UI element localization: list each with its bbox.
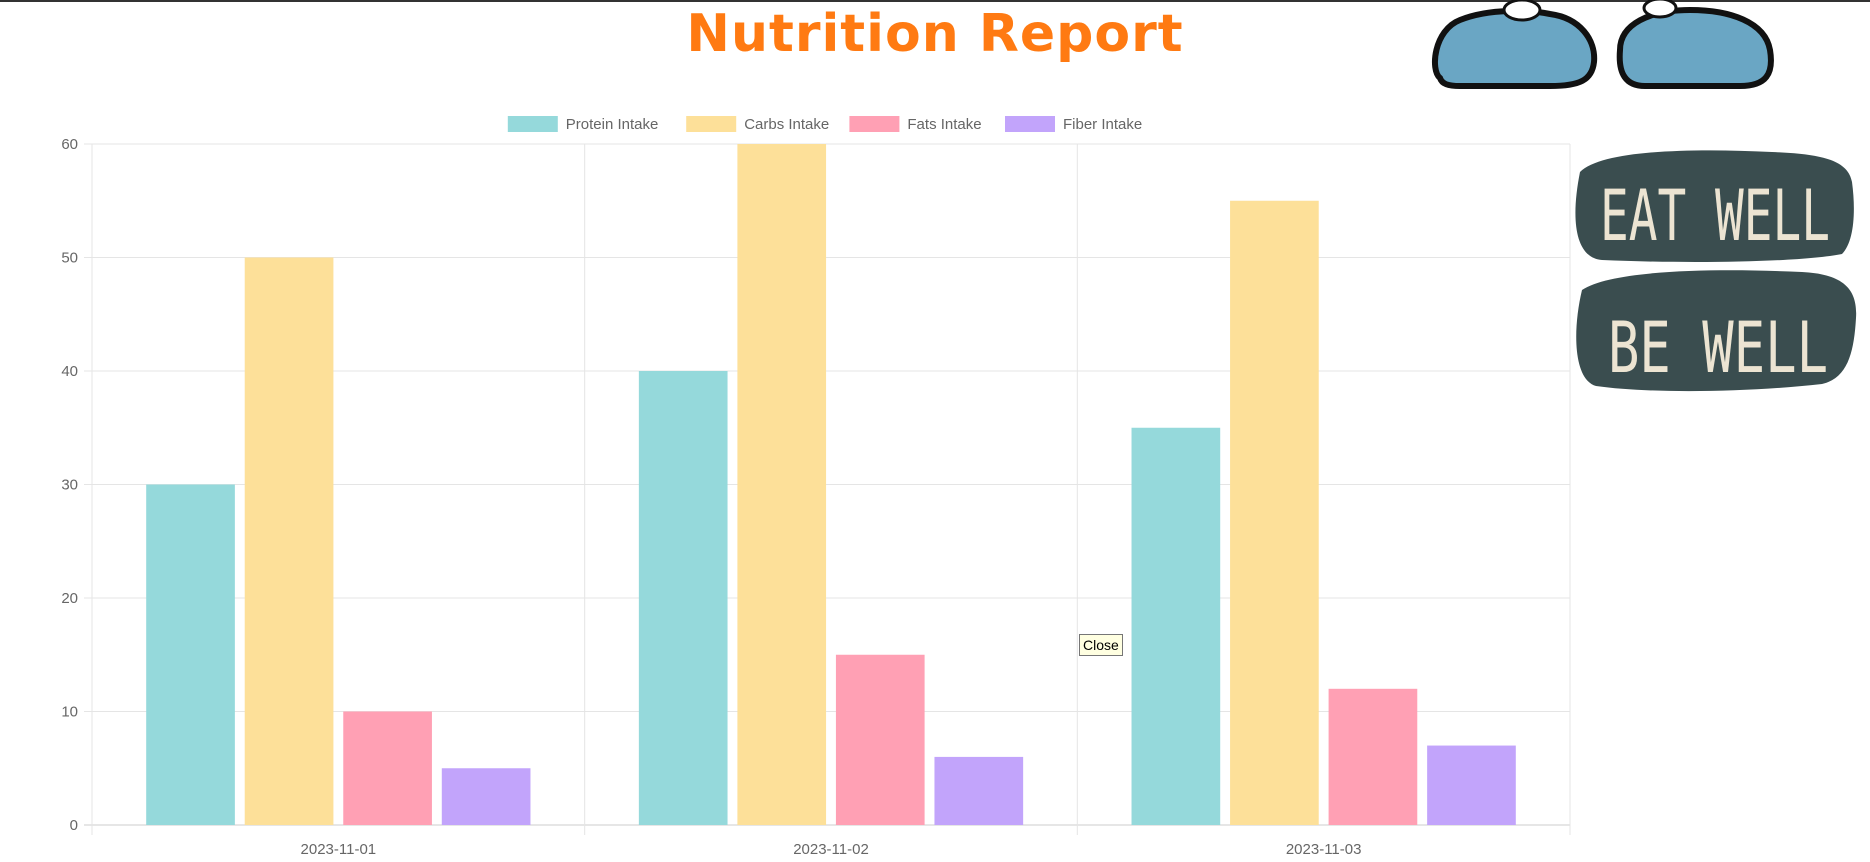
axis-layer: 0 10 20 30 40 50 60 2023-11-01 2023-11-02 2023-11… <box>61 136 1361 858</box>
y-tick-label: 0 <box>70 817 78 834</box>
chart-legend[interactable]: Protein Intake Carbs Intake Fats Intake Fib… <box>507 116 1142 133</box>
left-shoe-icon <box>1431 0 1598 89</box>
sign-text-top: EAT WELL <box>1600 175 1830 257</box>
window-top-border <box>0 0 1870 2</box>
bar-protein-intake-2023-11-01[interactable] <box>146 484 235 826</box>
bar-carbs-intake-2023-11-03[interactable] <box>1230 200 1319 825</box>
x-tick-label: 2023-11-01 <box>301 841 377 858</box>
legend-label: Fiber Intake <box>1063 116 1142 133</box>
y-tick-label: 60 <box>61 136 78 153</box>
y-tick-label: 10 <box>61 704 78 721</box>
legend-item-protein-intake[interactable]: Protein Intake <box>507 116 659 133</box>
shoes-decoration <box>1431 0 1774 89</box>
bar-carbs-intake-2023-11-02[interactable] <box>737 144 827 825</box>
bar-carbs-intake-2023-11-01[interactable] <box>244 257 334 826</box>
legend-item-fats-intake[interactable]: Fats Intake <box>849 116 982 133</box>
bar-fats-intake-2023-11-03[interactable] <box>1328 688 1418 825</box>
y-tick-label: 40 <box>61 363 78 380</box>
bars-layer <box>146 144 1516 825</box>
eat-well-be-well-sign: EAT WELL BE WELL <box>1575 150 1857 392</box>
legend-item-carbs-intake[interactable]: Carbs Intake <box>686 116 829 133</box>
y-tick-label: 20 <box>61 590 78 607</box>
x-tick-label: 2023-11-03 <box>1286 841 1362 858</box>
legend-label: Fats Intake <box>907 116 981 133</box>
bar-protein-intake-2023-11-02[interactable] <box>638 371 728 825</box>
bar-fats-intake-2023-11-01[interactable] <box>343 711 432 826</box>
legend-swatch <box>686 116 737 132</box>
bar-fiber-intake-2023-11-02[interactable] <box>934 756 1024 825</box>
legend-swatch <box>849 116 900 132</box>
legend-label: Carbs Intake <box>744 116 829 133</box>
y-tick-label: 50 <box>61 250 78 267</box>
legend-label: Protein Intake <box>566 116 659 133</box>
sign-text-bottom: BE WELL <box>1608 307 1828 389</box>
bar-fats-intake-2023-11-02[interactable] <box>835 654 925 825</box>
x-tick-label: 2023-11-02 <box>793 841 869 858</box>
right-shoe-icon <box>1616 0 1774 89</box>
bar-fiber-intake-2023-11-01[interactable] <box>441 768 531 825</box>
y-tick-label: 30 <box>61 477 78 494</box>
legend-swatch <box>507 116 558 132</box>
close-tooltip: Close <box>1079 634 1123 656</box>
page-title: Nutrition Report <box>686 4 1184 64</box>
legend-item-fiber-intake[interactable]: Fiber Intake <box>1005 116 1142 133</box>
legend-swatch <box>1005 116 1055 132</box>
bar-protein-intake-2023-11-03[interactable] <box>1131 427 1221 825</box>
bar-fiber-intake-2023-11-03[interactable] <box>1427 745 1516 825</box>
